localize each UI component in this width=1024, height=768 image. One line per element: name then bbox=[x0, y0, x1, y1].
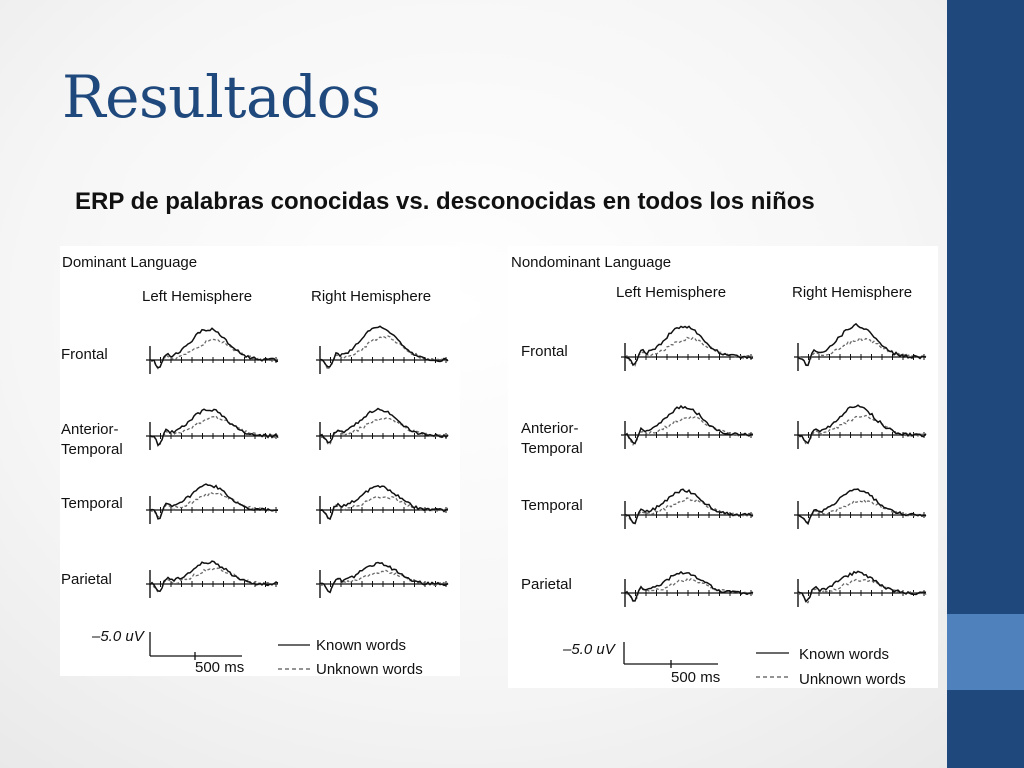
region-label-parietal: Parietal bbox=[61, 571, 112, 588]
erp-waveform-unknown bbox=[319, 417, 449, 446]
erp-waveform-unknown bbox=[319, 335, 449, 372]
legend-known-label: Known words bbox=[316, 637, 406, 654]
erp-plot-cell bbox=[146, 408, 279, 450]
erp-plot-cell bbox=[316, 561, 449, 598]
erp-plot-cell bbox=[146, 327, 279, 374]
column-header-right: Right Hemisphere bbox=[792, 284, 912, 301]
region-label-parietal: Parietal bbox=[521, 576, 572, 593]
erp-plot-cell bbox=[316, 407, 449, 450]
legend-unknown-label: Unknown words bbox=[799, 671, 906, 688]
scale-time-label: 500 ms bbox=[195, 659, 244, 676]
erp-plot-cell bbox=[621, 570, 754, 607]
erp-plot-cell bbox=[794, 404, 927, 449]
erp-plot-cell bbox=[621, 325, 754, 371]
region-label-frontal: Frontal bbox=[61, 346, 108, 363]
erp-waveform-known bbox=[624, 488, 754, 525]
erp-plot-cell bbox=[146, 560, 279, 598]
erp-waveform-known bbox=[797, 322, 927, 367]
erp-waveform-known bbox=[319, 561, 449, 594]
figure-nondominant-language: Nondominant Language Left Hemisphere Rig… bbox=[508, 246, 938, 688]
erp-plot-cell bbox=[621, 488, 754, 529]
legend-known-label: Known words bbox=[799, 646, 889, 663]
scale-amplitude-label: –5.0 uV bbox=[562, 641, 617, 658]
erp-figure-dominant: Dominant Language Left Hemisphere Right … bbox=[61, 254, 449, 678]
panel-heading: Nondominant Language bbox=[511, 254, 671, 271]
region-label-temporal: Temporal bbox=[61, 495, 123, 512]
erp-plot-cell bbox=[794, 322, 927, 371]
column-header-left: Left Hemisphere bbox=[616, 284, 726, 301]
erp-waveform-known bbox=[149, 327, 279, 369]
erp-waveform-known bbox=[319, 484, 449, 521]
erp-waveform-unknown bbox=[150, 567, 279, 594]
erp-plot-cell bbox=[316, 325, 449, 374]
erp-plot-cell bbox=[794, 570, 927, 607]
region-label-anterior-temporal: Temporal bbox=[61, 441, 123, 458]
erp-plot-cell bbox=[316, 484, 449, 524]
erp-waveform-known bbox=[624, 404, 754, 445]
erp-plots bbox=[146, 325, 449, 598]
scale-time-label: 500 ms bbox=[671, 669, 720, 686]
erp-waveform-known bbox=[149, 408, 279, 447]
column-header-left: Left Hemisphere bbox=[142, 288, 252, 305]
region-label-anterior: Anterior- bbox=[61, 421, 119, 438]
scale-amplitude-label: –5.0 uV bbox=[91, 628, 146, 645]
erp-waveform-unknown bbox=[149, 415, 279, 446]
erp-waveform-known bbox=[797, 488, 927, 526]
legend-unknown-label: Unknown words bbox=[316, 661, 423, 676]
panel-heading: Dominant Language bbox=[62, 254, 197, 271]
region-label-anterior-temporal: Temporal bbox=[521, 440, 583, 457]
erp-plots bbox=[621, 322, 927, 607]
erp-plot-cell bbox=[146, 483, 279, 524]
slide-title: Resultados bbox=[62, 63, 381, 131]
erp-waveform-known bbox=[319, 407, 449, 444]
erp-waveform-known bbox=[319, 325, 449, 368]
erp-plot-cell bbox=[621, 404, 754, 449]
erp-waveform-known bbox=[624, 325, 754, 367]
accent-block bbox=[947, 614, 1024, 690]
erp-waveform-unknown bbox=[320, 495, 448, 521]
slide-subtitle: ERP de palabras conocidas vs. desconocid… bbox=[75, 188, 815, 215]
region-label-anterior: Anterior- bbox=[521, 420, 579, 437]
region-label-frontal: Frontal bbox=[521, 343, 568, 360]
erp-waveform-unknown bbox=[319, 569, 449, 595]
erp-plot-cell bbox=[794, 488, 927, 529]
erp-waveform-known bbox=[797, 404, 927, 445]
erp-waveform-known bbox=[149, 483, 279, 520]
figure-dominant-language: Dominant Language Left Hemisphere Right … bbox=[60, 246, 460, 678]
column-header-right: Right Hemisphere bbox=[311, 288, 431, 305]
erp-waveform-unknown bbox=[797, 578, 927, 604]
erp-waveform-known bbox=[624, 570, 754, 602]
erp-waveform-known bbox=[149, 560, 279, 593]
region-label-temporal: Temporal bbox=[521, 497, 583, 514]
erp-waveform-known bbox=[797, 570, 927, 603]
erp-figure-nondominant: Nondominant Language Left Hemisphere Rig… bbox=[511, 254, 927, 688]
